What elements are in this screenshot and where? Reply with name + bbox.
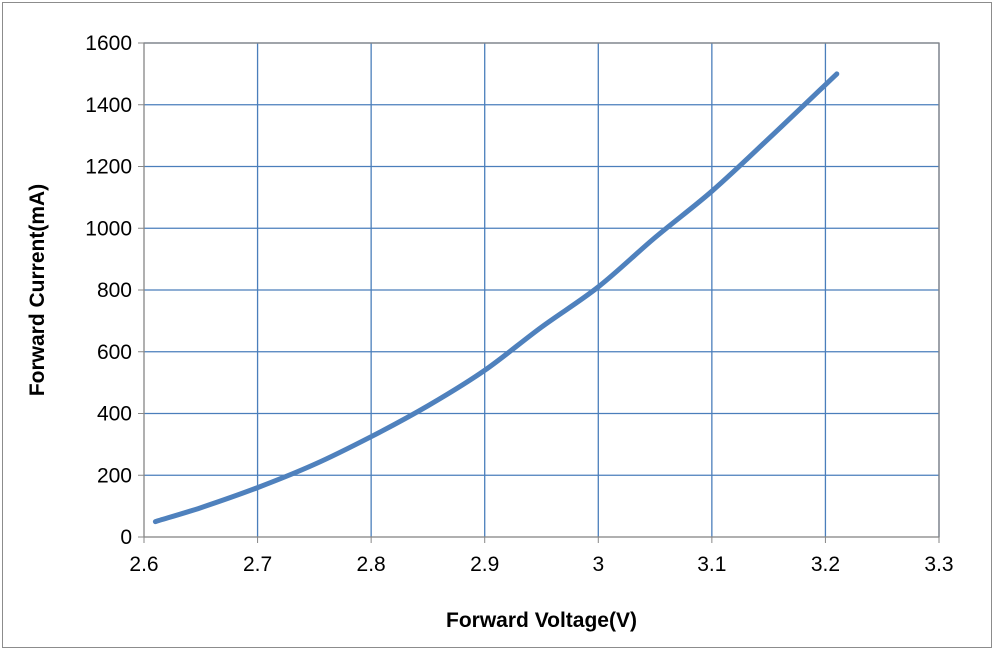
x-tick-label: 3.3 [924, 553, 953, 576]
x-tick-label: 2.9 [470, 553, 499, 576]
x-tick-label: 2.7 [243, 553, 272, 576]
y-tick-label: 1600 [85, 32, 132, 55]
x-tick-label: 3.2 [811, 553, 840, 576]
plot-area-border [143, 42, 940, 538]
y-tick-label: 1000 [85, 217, 132, 240]
y-tick-label: 800 [97, 279, 132, 302]
y-tick-label: 400 [97, 403, 132, 426]
y-tick-label: 0 [120, 526, 132, 549]
y-tick-labels: 0 200 400 600 800 1000 1200 1400 1600 [85, 32, 132, 549]
series-layer [152, 71, 840, 525]
y-tick-label: 1400 [85, 94, 132, 117]
x-tick-label: 3 [592, 553, 604, 576]
y-tick-label: 600 [97, 341, 132, 364]
x-tick-label: 3.1 [697, 553, 726, 576]
series-line [152, 71, 840, 525]
vertical-gridlines [143, 43, 940, 543]
y-axis-title: Forward Current(mA) [26, 184, 49, 396]
x-tick-label: 2.8 [357, 553, 386, 576]
x-tick-labels: 2.6 2.7 2.8 2.9 3 3.1 3.2 3.3 [129, 553, 953, 576]
x-axis-title: Forward Voltage(V) [446, 609, 637, 632]
y-tick-label: 1200 [85, 156, 132, 179]
y-tick-label: 200 [97, 464, 132, 487]
x-tick-label: 2.6 [129, 553, 158, 576]
